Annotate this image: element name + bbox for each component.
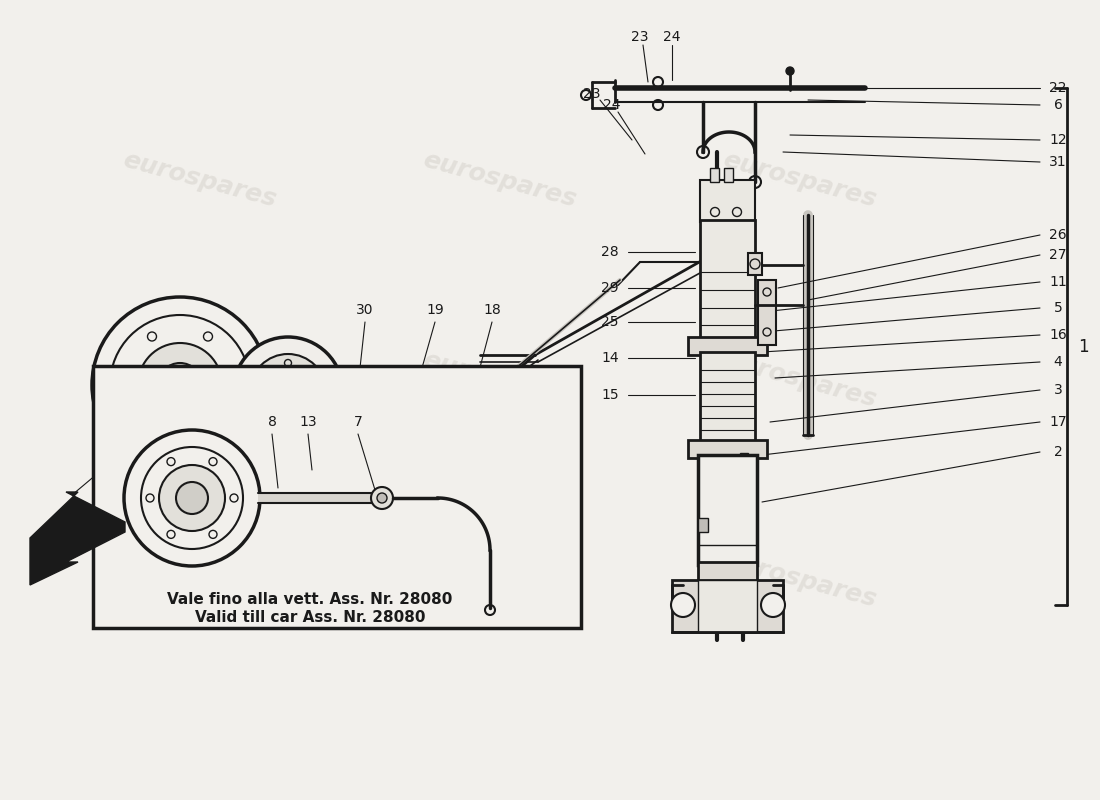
Text: 24: 24 (663, 30, 681, 44)
Text: 10: 10 (260, 507, 277, 521)
Text: 24: 24 (603, 98, 620, 112)
Polygon shape (30, 492, 125, 585)
Bar (700, 180, 755, 222)
Text: eurospares: eurospares (420, 348, 580, 412)
Bar (672, 580, 783, 632)
Bar (758, 280, 776, 345)
Text: 12: 12 (1049, 133, 1067, 147)
Text: 25: 25 (602, 315, 618, 329)
Text: 13: 13 (299, 415, 317, 429)
Circle shape (786, 67, 794, 75)
Circle shape (233, 337, 343, 447)
Bar (698, 562, 757, 582)
Circle shape (671, 593, 695, 617)
Text: 7: 7 (353, 415, 362, 429)
Text: 6: 6 (1054, 98, 1063, 112)
Text: Valid till car Ass. Nr. 28080: Valid till car Ass. Nr. 28080 (195, 610, 426, 625)
Text: 20: 20 (392, 507, 409, 521)
Bar (688, 440, 767, 458)
Circle shape (158, 363, 202, 407)
Bar (710, 168, 719, 182)
Text: 27: 27 (1049, 248, 1067, 262)
Text: eurospares: eurospares (720, 348, 880, 412)
Circle shape (268, 372, 308, 412)
Circle shape (250, 354, 326, 430)
Circle shape (160, 465, 226, 531)
Text: eurospares: eurospares (121, 348, 279, 412)
Text: 14: 14 (602, 351, 619, 365)
Text: 23: 23 (631, 30, 649, 44)
Bar (378, 383, 392, 397)
Text: 22: 22 (1049, 81, 1067, 95)
Text: 11: 11 (1049, 275, 1067, 289)
Text: 1: 1 (1078, 338, 1088, 355)
Text: eurospares: eurospares (720, 148, 880, 212)
Text: 23: 23 (583, 87, 601, 101)
Text: 9: 9 (67, 500, 76, 514)
Text: eurospares: eurospares (420, 548, 580, 612)
Text: 25: 25 (323, 507, 341, 521)
Bar (94, 366, 581, 628)
Bar (418, 383, 432, 397)
Text: 2: 2 (1054, 445, 1063, 459)
Text: eurospares: eurospares (121, 148, 279, 212)
Circle shape (92, 297, 268, 473)
Circle shape (377, 493, 387, 503)
Text: 18: 18 (483, 303, 500, 317)
Text: 5: 5 (1054, 301, 1063, 315)
Text: 4: 4 (1054, 355, 1063, 369)
Text: 16: 16 (1049, 328, 1067, 342)
Text: 30: 30 (356, 303, 374, 317)
Circle shape (138, 343, 222, 427)
Bar (698, 455, 757, 565)
Text: Vale fino alla vett. Ass. Nr. 28080: Vale fino alla vett. Ass. Nr. 28080 (167, 593, 453, 607)
Text: 31: 31 (1049, 155, 1067, 169)
Bar (698, 518, 708, 532)
Text: eurospares: eurospares (720, 548, 880, 612)
Circle shape (455, 370, 495, 410)
Text: eurospares: eurospares (420, 148, 580, 212)
Bar (700, 220, 755, 340)
Text: 3: 3 (1054, 383, 1063, 397)
Text: 26: 26 (1049, 228, 1067, 242)
Bar (740, 453, 748, 465)
Text: 19: 19 (426, 303, 444, 317)
Circle shape (124, 430, 260, 566)
Circle shape (761, 593, 785, 617)
Text: 28: 28 (602, 245, 619, 259)
Text: 8: 8 (267, 415, 276, 429)
Text: eurospares: eurospares (121, 548, 279, 612)
Text: 21: 21 (217, 507, 234, 521)
Circle shape (371, 487, 393, 509)
Text: 29: 29 (602, 281, 619, 295)
Circle shape (466, 381, 484, 399)
Bar (700, 352, 755, 442)
Bar (338, 383, 352, 397)
Bar (724, 168, 733, 182)
Text: 15: 15 (602, 388, 619, 402)
Text: 17: 17 (1049, 415, 1067, 429)
Bar (698, 580, 757, 632)
Circle shape (176, 482, 208, 514)
Bar (748, 253, 762, 275)
Bar (688, 337, 767, 355)
